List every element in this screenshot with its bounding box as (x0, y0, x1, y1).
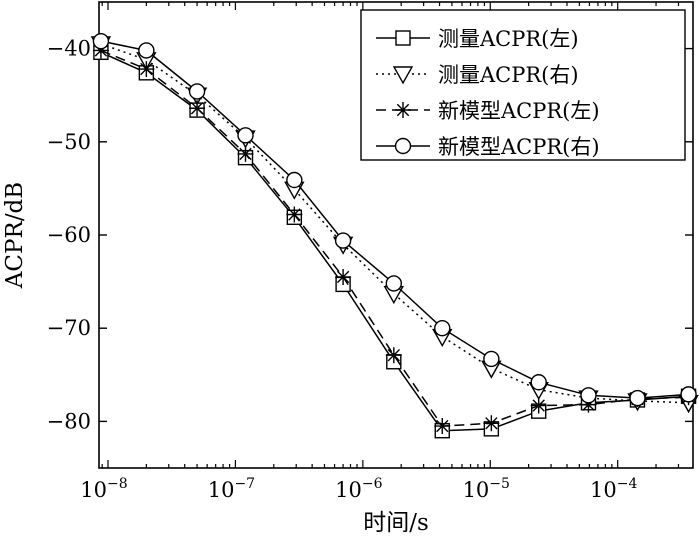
data-point-asterisk (286, 206, 303, 223)
data-point-asterisk (189, 100, 206, 117)
x-tick-label: 10−5 (463, 476, 510, 502)
legend-label: 新模型ACPR(左) (438, 99, 600, 123)
legend-label: 新模型ACPR(右) (438, 135, 600, 159)
data-point-circle (629, 389, 646, 407)
data-point-triangle (392, 66, 414, 85)
data-point-circle (92, 32, 110, 50)
data-point-circle (680, 386, 697, 403)
x-tick-base: 10 (463, 478, 490, 502)
data-point-asterisk (237, 145, 254, 162)
x-tick-label: 10−6 (335, 476, 382, 502)
data-point-circle (334, 232, 352, 249)
data-point-asterisk (138, 61, 155, 78)
data-point-asterisk (385, 347, 402, 364)
legend-label: 测量ACPR(左) (438, 27, 579, 51)
legend-label: 测量ACPR(右) (438, 63, 579, 87)
legend: 测量ACPR(左) 测量ACPR(右) 新模型ACPR(左) 新模型ACPR(右) (360, 9, 686, 161)
x-axis-ticks: 10−8 10−7 10−6 10−5 10−4 (80, 2, 680, 502)
x-tick-label: 10−7 (208, 476, 255, 502)
x-axis-title: 时间/s (363, 510, 429, 536)
data-point-asterisk (483, 415, 500, 432)
x-tick-base: 10 (335, 478, 362, 502)
legend-box (360, 9, 686, 161)
x-tick-label: 10−4 (590, 476, 637, 502)
data-point-circle (394, 137, 412, 155)
y-axis-ticks: −40 −50 −60 −70 −80 (47, 37, 693, 433)
data-point-circle (530, 374, 547, 391)
x-tick-exponent: −8 (107, 476, 128, 492)
x-tick-exponent: −5 (489, 476, 510, 492)
y-axis-title: ACPR/dB (2, 182, 28, 289)
y-tick-label: −50 (47, 130, 91, 154)
data-point-circle (237, 127, 254, 144)
data-point-asterisk (335, 268, 352, 285)
data-point-asterisk (580, 396, 597, 413)
data-point-circle (434, 320, 451, 337)
y-tick-label: −40 (47, 37, 91, 61)
x-tick-exponent: −6 (362, 476, 383, 492)
y-tick-label: −60 (47, 223, 91, 247)
data-point-circle (580, 387, 597, 404)
x-tick-exponent: −4 (617, 476, 638, 492)
x-tick-label: 10−8 (80, 476, 127, 502)
x-tick-base: 10 (590, 478, 617, 502)
data-point-asterisk (395, 102, 411, 118)
y-tick-label: −70 (47, 316, 91, 340)
data-point-circle (138, 42, 155, 59)
data-point-asterisk (92, 42, 109, 59)
data-point-asterisk (434, 418, 451, 435)
data-point-circle (188, 83, 206, 100)
data-point-circle (385, 275, 403, 292)
data-point-asterisk (530, 397, 547, 414)
y-tick-label: −80 (47, 409, 91, 433)
x-tick-base: 10 (208, 478, 235, 502)
series-layer (90, 32, 699, 439)
data-point-circle (483, 350, 500, 368)
series-circle (92, 32, 697, 407)
data-point-square (395, 30, 411, 46)
x-tick-exponent: −7 (234, 476, 255, 492)
x-tick-base: 10 (80, 478, 107, 502)
data-point-circle (286, 171, 303, 189)
